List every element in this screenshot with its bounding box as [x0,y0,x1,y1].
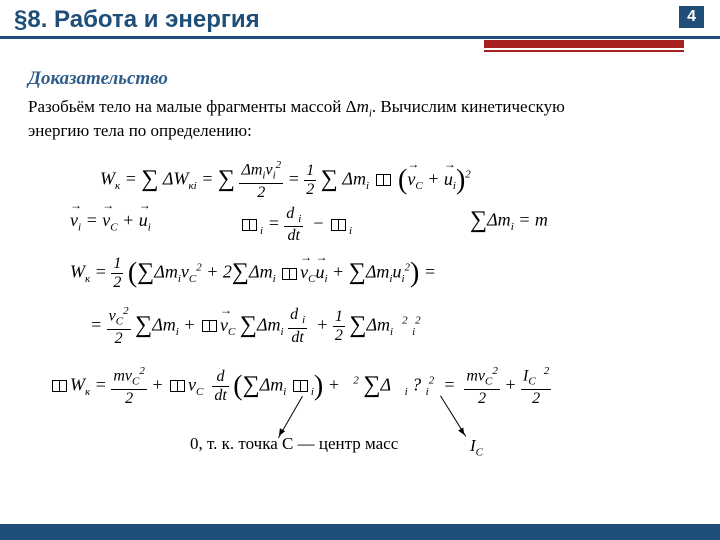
eq-line-4: Wк = mvC22 + vC ddt (∑Δmi i) + 2 ∑Δ i ? … [50,366,551,407]
equations-area: Wк = ∑ ΔWкi = ∑ Δmivi22 = 12 ∑ Δmi (vC +… [30,156,690,486]
eq-line-2b: i = d idt − i [240,206,352,244]
section-title: §8. Работа и энергия [0,0,720,34]
eq-line-2c: ∑Δmi = m [470,208,548,235]
ic-note: IC [470,436,483,458]
intro-line2: энергию тела по определению: [28,121,252,140]
intro-text: Разобьём тело на малые фрагменты массой … [28,96,692,142]
slide-content: Доказательство Разобьём тело на малые фр… [0,44,720,486]
slide-footer-bar [0,524,720,540]
intro-part1: Разобьём тело на малые фрагменты массой … [28,97,357,116]
page-number: 4 [679,6,704,28]
header-rule [0,36,720,39]
intro-mi: m [357,97,369,116]
zero-note: 0, т. к. точка C — центр масс [190,434,398,454]
eq-line-1: Wк = ∑ ΔWкi = ∑ Δmivi22 = 12 ∑ Δmi (vC +… [100,160,471,201]
header-accent-line [484,50,684,52]
eq-line-2a: vi = vC + ui [70,210,151,234]
proof-heading: Доказательство [28,68,692,90]
intro-part2: . Вычислим кинетическую [372,97,565,116]
header-accent-bar [484,40,684,48]
slide-header: §8. Работа и энергия 4 [0,0,720,44]
eq-line-3a: Wк = 12 (∑ΔmivC2 + 2∑Δmi vCui + ∑Δmiui2)… [70,256,436,291]
eq-line-3b: = vC22 ∑Δmi + vC ∑Δmi d idt + 12 ∑Δmi 2 … [90,306,421,347]
